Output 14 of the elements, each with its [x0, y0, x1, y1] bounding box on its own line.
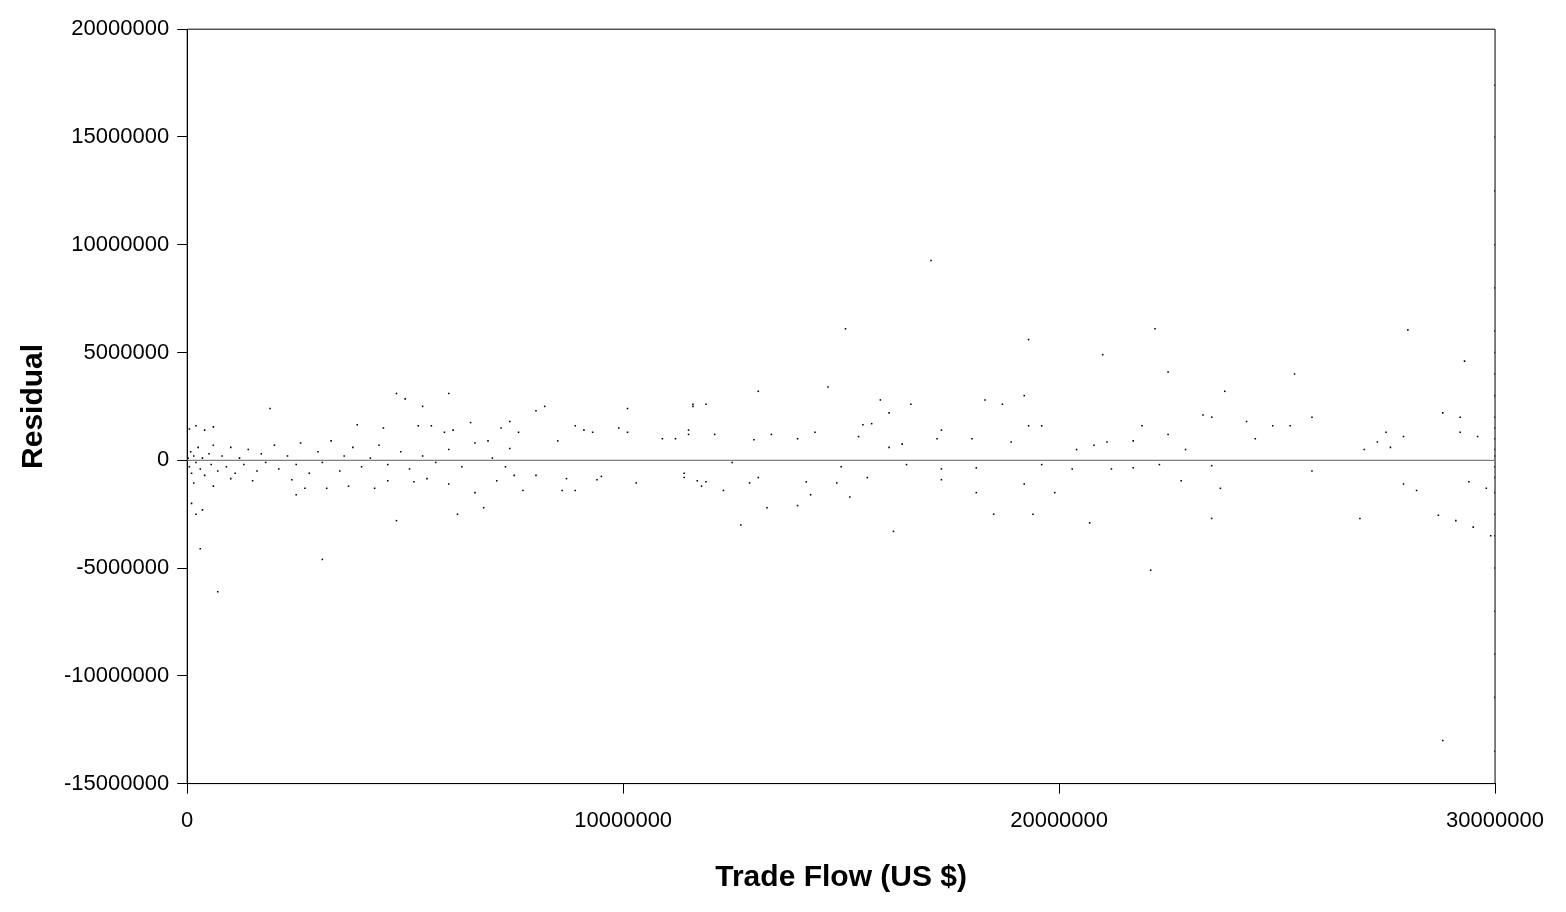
y-tick-label: 15000000 [71, 123, 170, 149]
x-tick-label: 30000000 [1446, 806, 1544, 832]
x-axis-title: Trade Flow (US $) [715, 859, 967, 893]
x-tick-label: 0 [181, 806, 194, 832]
x-tick-label: 20000000 [1010, 806, 1109, 832]
x-tick-label: 10000000 [574, 806, 673, 832]
y-tick-label: 10000000 [71, 230, 170, 256]
y-tick-label: -5000000 [76, 554, 170, 580]
y-tick-label: -15000000 [63, 769, 170, 795]
y-tick-label: 20000000 [71, 15, 170, 41]
y-tick-label: 0 [156, 446, 170, 472]
y-tick-label: 5000000 [83, 338, 170, 364]
y-tick-label: -10000000 [63, 661, 170, 687]
y-axis-title: Residual [15, 343, 49, 469]
